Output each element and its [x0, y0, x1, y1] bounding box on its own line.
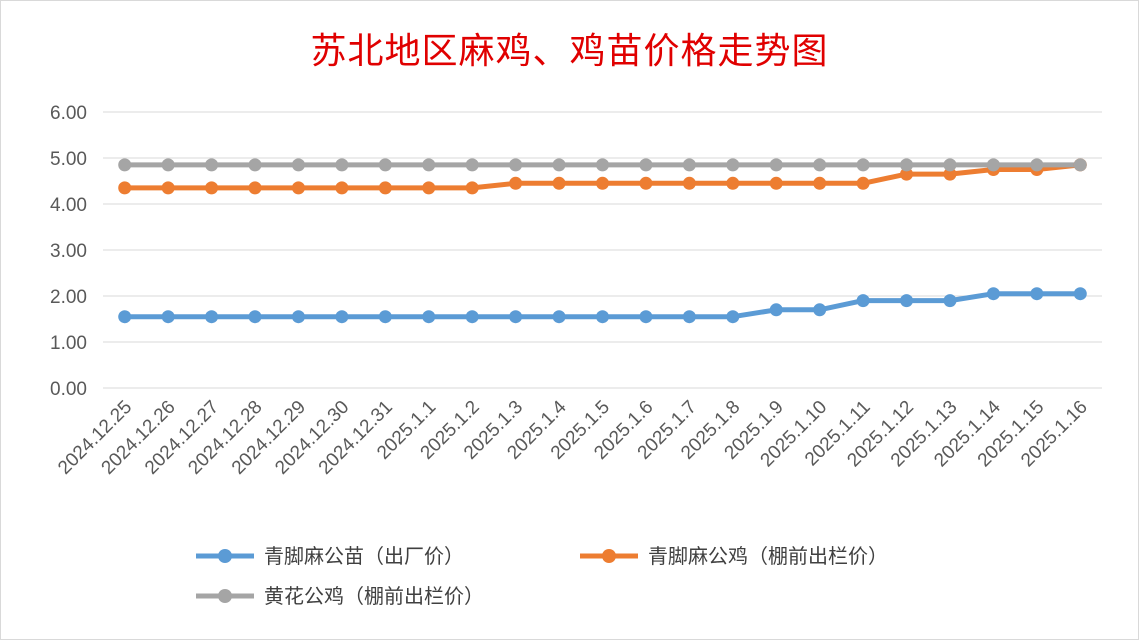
data-point: [422, 158, 436, 172]
data-point: [596, 310, 609, 324]
data-point: [378, 310, 392, 324]
data-point: [900, 167, 914, 181]
data-point: [726, 176, 740, 190]
data-point: [378, 158, 392, 172]
data-point: [682, 176, 696, 190]
y-tick-label: 5.00: [50, 149, 87, 170]
data-point: [1073, 158, 1087, 172]
data-point: [291, 181, 305, 195]
data-point: [639, 158, 653, 172]
data-point: [509, 176, 523, 190]
data-point: [639, 176, 653, 190]
legend-marker: [218, 549, 232, 563]
data-point: [248, 310, 262, 324]
data-point: [900, 158, 914, 172]
data-point: [986, 287, 1000, 301]
data-point: [335, 310, 349, 324]
data-point: [205, 158, 219, 172]
data-point: [769, 303, 783, 317]
y-tick-label: 2.00: [50, 287, 87, 308]
data-point: [378, 181, 392, 195]
y-tick-label: 4.00: [50, 195, 87, 216]
data-point: [118, 310, 132, 324]
data-point: [161, 158, 175, 172]
data-point: [291, 310, 305, 324]
data-point: [813, 303, 827, 317]
y-tick-label: 0.00: [50, 379, 87, 400]
data-point: [509, 158, 523, 172]
data-point: [118, 181, 132, 195]
data-point: [682, 310, 696, 324]
data-point: [291, 158, 305, 172]
data-point: [552, 176, 566, 190]
data-point: [335, 181, 349, 195]
data-point: [726, 310, 740, 324]
data-point: [161, 310, 175, 324]
data-point: [552, 310, 566, 324]
legend-label: 黄花公鸡（棚前出栏价）: [264, 584, 484, 608]
data-point: [465, 158, 479, 172]
data-point: [1030, 287, 1044, 301]
data-point: [900, 294, 914, 308]
data-point: [726, 158, 740, 172]
data-point: [465, 310, 479, 324]
data-point: [205, 181, 219, 195]
data-point: [943, 294, 957, 308]
y-tick-label: 3.00: [50, 241, 87, 262]
data-point: [422, 310, 436, 324]
data-point: [986, 158, 1000, 172]
data-point: [596, 176, 609, 190]
data-point: [118, 158, 132, 172]
data-point: [1030, 158, 1044, 172]
legend-marker: [602, 549, 616, 563]
data-point: [856, 294, 870, 308]
data-point: [335, 158, 349, 172]
data-point: [769, 158, 783, 172]
data-point: [248, 158, 262, 172]
data-point: [161, 181, 175, 195]
data-point: [596, 158, 609, 172]
data-point: [943, 158, 957, 172]
data-point: [509, 310, 523, 324]
legend-label: 青脚麻公苗（出厂价）: [264, 544, 464, 568]
data-point: [682, 158, 696, 172]
data-point: [248, 181, 262, 195]
y-tick-label: 1.00: [50, 333, 87, 354]
y-tick-label: 6.00: [50, 103, 87, 124]
chart-title: 苏北地区麻鸡、鸡苗价格走势图: [310, 31, 829, 72]
data-point: [856, 176, 870, 190]
data-point: [769, 176, 783, 190]
data-point: [552, 158, 566, 172]
data-point: [856, 158, 870, 172]
data-point: [813, 176, 827, 190]
data-point: [422, 181, 436, 195]
data-point: [813, 158, 827, 172]
data-point: [205, 310, 219, 324]
legend-label: 青脚麻公鸡（棚前出栏价）: [648, 544, 888, 568]
legend-marker: [218, 589, 232, 603]
data-point: [639, 310, 653, 324]
data-point: [943, 167, 957, 181]
data-point: [1073, 287, 1087, 301]
data-point: [465, 181, 479, 195]
